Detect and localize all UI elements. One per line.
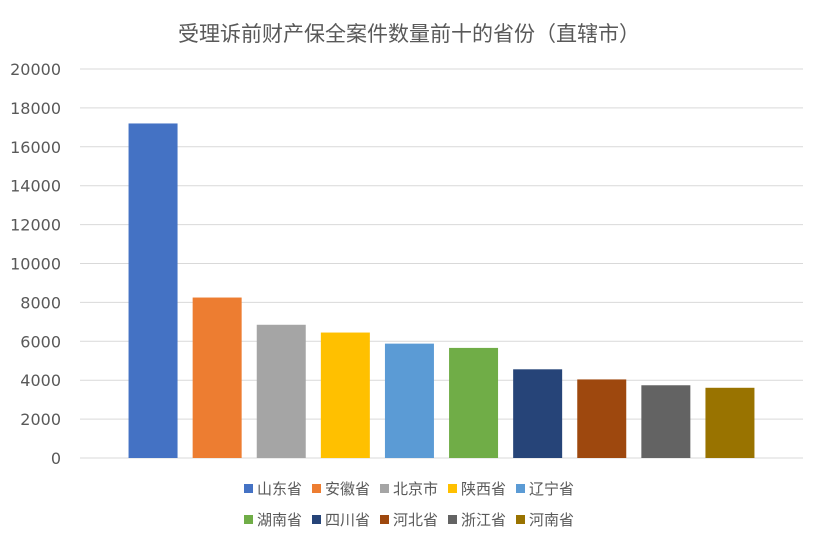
legend-label: 四川省: [324, 511, 370, 529]
bar-10: [705, 387, 755, 458]
legend-label: 安徽省: [324, 480, 370, 498]
bar-4: [320, 332, 370, 458]
legend-row: 湖南省 四川省 河北省 浙江省 河南省: [0, 509, 818, 530]
legend-item: 浙江省: [448, 509, 506, 530]
y-tick-label: 0: [51, 449, 61, 468]
legend-item: 河北省: [379, 509, 438, 530]
legend-label: 湖南省: [256, 511, 302, 529]
legend-item: 北京市: [379, 478, 438, 499]
y-tick-label: 2000: [20, 410, 61, 429]
legend-label: 山东省: [256, 480, 302, 498]
legend-swatch: [516, 515, 526, 524]
legend-swatch: [311, 515, 321, 524]
legend-swatch: [379, 484, 389, 493]
y-tick-label: 8000: [20, 293, 61, 312]
bar-3: [256, 324, 306, 458]
legend-label: 河南省: [529, 511, 575, 529]
bar-8: [577, 379, 627, 458]
legend-swatch: [311, 484, 321, 493]
legend-swatch: [448, 484, 457, 493]
y-tick-label: 14000: [10, 177, 61, 196]
y-tick-label: 4000: [20, 371, 61, 390]
legend-item: 湖南省: [243, 509, 302, 530]
legend-label: 北京市: [392, 480, 438, 498]
legend-item: 四川省: [311, 509, 370, 530]
y-tick-label: 20000: [10, 60, 61, 79]
legend-label: 浙江省: [461, 511, 507, 529]
legend: 山东省 安徽省 北京市 陕西省 辽宁省 湖南省 四川省 河北省 浙江省 河南省: [0, 478, 818, 540]
legend-swatch: [243, 484, 253, 493]
chart-title: 受理诉前财产保全案件数量前十的省份（直辖市）: [178, 22, 640, 46]
bar-6: [449, 347, 499, 458]
bar-5: [384, 343, 434, 458]
plot-area: 2000018000160001400012000100008000600040…: [10, 60, 803, 468]
legend-item: 陕西省: [448, 478, 506, 499]
bar-1: [128, 123, 178, 459]
legend-row: 山东省 安徽省 北京市 陕西省 辽宁省: [0, 478, 818, 499]
bar-9: [641, 385, 691, 458]
legend-swatch: [516, 484, 526, 493]
y-axis-ticks: 2000018000160001400012000100008000600040…: [10, 60, 61, 468]
legend-swatch: [448, 515, 457, 524]
legend-label: 河北省: [392, 511, 438, 529]
legend-label: 辽宁省: [529, 480, 575, 498]
bar-2: [192, 297, 242, 458]
legend-label: 陕西省: [461, 480, 507, 498]
bar-7: [513, 369, 563, 458]
legend-item: 安徽省: [311, 478, 370, 499]
legend-item: 山东省: [243, 478, 302, 499]
gridlines: [80, 68, 803, 459]
legend-swatch: [243, 515, 253, 524]
legend-swatch: [379, 515, 389, 524]
legend-item: 辽宁省: [516, 478, 574, 499]
y-tick-label: 6000: [20, 332, 61, 351]
y-tick-label: 12000: [10, 216, 61, 235]
legend-item: 河南省: [516, 509, 574, 530]
y-tick-label: 16000: [10, 138, 61, 157]
bars: [128, 123, 755, 459]
y-tick-label: 10000: [10, 255, 61, 274]
y-tick-label: 18000: [10, 99, 61, 118]
